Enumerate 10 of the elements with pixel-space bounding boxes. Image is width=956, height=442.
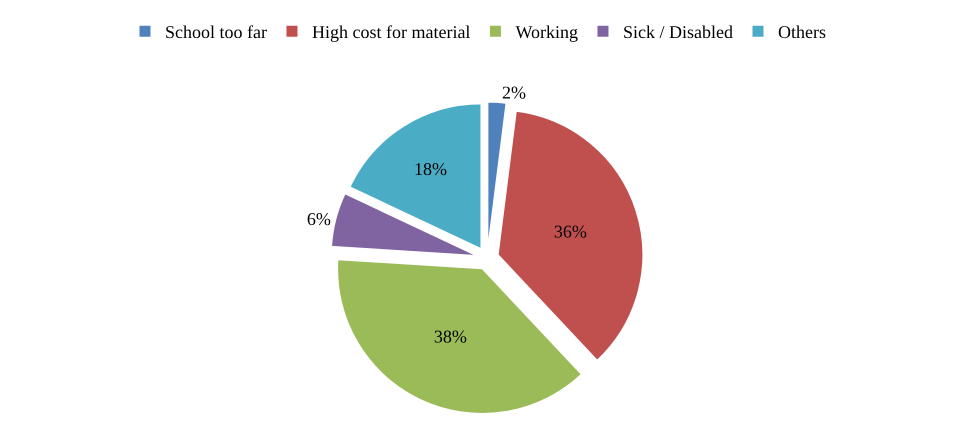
data-label: 36% — [554, 221, 587, 242]
legend-label: School too far — [165, 22, 267, 42]
legend-label: Others — [778, 22, 826, 42]
data-label: 18% — [414, 159, 447, 180]
data-label: 2% — [502, 82, 526, 102]
data-label: 38% — [434, 326, 467, 347]
legend-label: Working — [515, 22, 578, 42]
data-label: 6% — [306, 208, 331, 229]
legend-label: High cost for material — [312, 22, 470, 42]
legend-label: Sick / Disabled — [622, 22, 733, 42]
